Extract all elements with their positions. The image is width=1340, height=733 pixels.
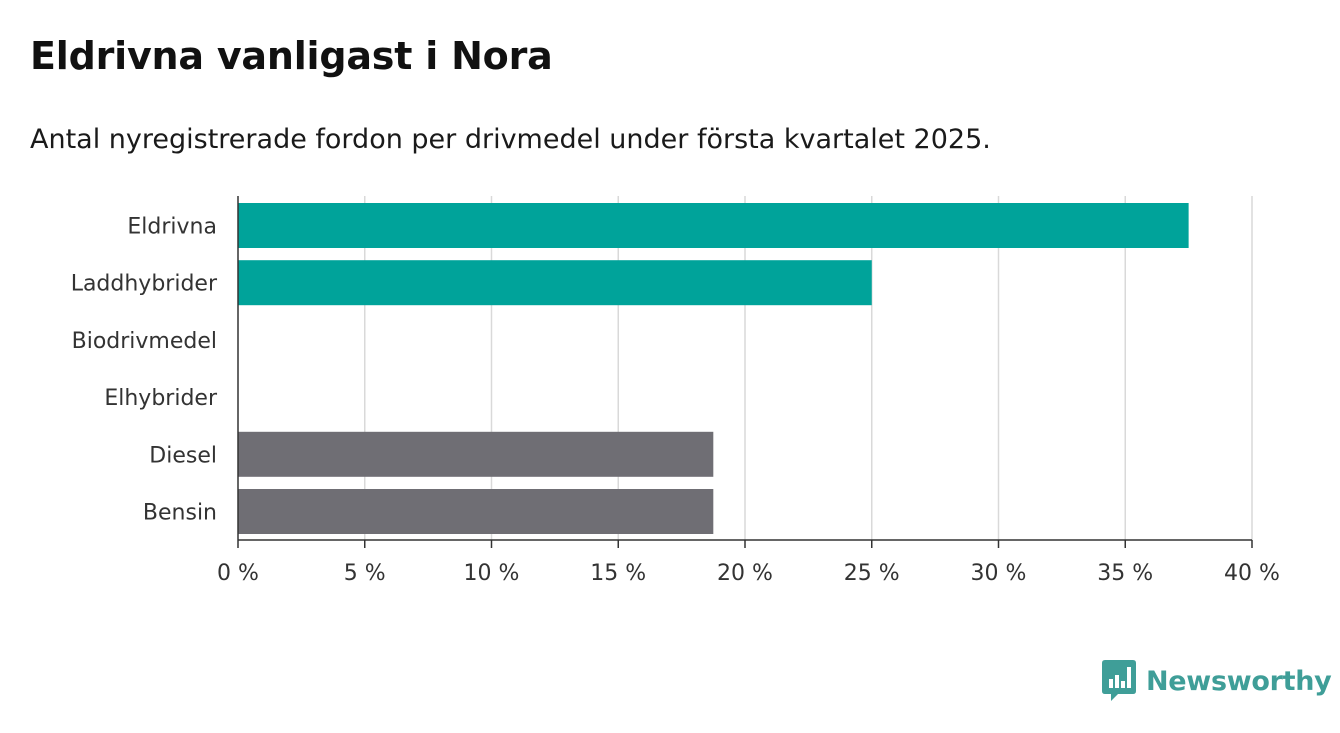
x-tick-label: 30 %	[971, 561, 1027, 586]
bar	[238, 431, 714, 477]
bar	[238, 203, 1189, 248]
newsworthy-logo: Newsworthy	[1102, 660, 1332, 702]
bars	[238, 203, 1189, 534]
x-tick-label: 10 %	[464, 561, 520, 586]
grid-lines	[364, 196, 1253, 540]
x-tick-label: 0 %	[217, 561, 259, 586]
category-label: Biodrivmedel	[72, 329, 217, 354]
category-labels: Eldrivna Laddhybrider Biodrivmedel Elhybrid…	[71, 215, 218, 526]
x-tick-label: 20 %	[717, 561, 773, 586]
x-tick-label: 5 %	[344, 561, 386, 586]
brand-name: Newsworthy	[1146, 665, 1332, 697]
category-label: Bensin	[143, 501, 217, 526]
category-label: Elhybrider	[104, 386, 218, 411]
x-tick-label: 40 %	[1224, 561, 1280, 586]
category-label: Diesel	[149, 443, 217, 468]
bar	[238, 489, 714, 534]
category-label: Eldrivna	[127, 215, 217, 240]
x-tick-label: 35 %	[1097, 561, 1153, 586]
x-tick-label: 25 %	[844, 561, 900, 586]
category-label: Laddhybrider	[71, 272, 218, 297]
chart-title: Eldrivna vanligast i Nora	[30, 34, 553, 78]
x-tick-label: 15 %	[590, 561, 646, 586]
x-axis: 0 % 5 % 10 % 15 % 20 % 25 % 30 % 35 % 40 %	[217, 196, 1280, 586]
bar-chart-speech-bubble-icon	[1102, 660, 1136, 701]
bar	[238, 260, 872, 306]
chart-subtitle: Antal nyregistrerade fordon per drivmede…	[30, 124, 991, 155]
